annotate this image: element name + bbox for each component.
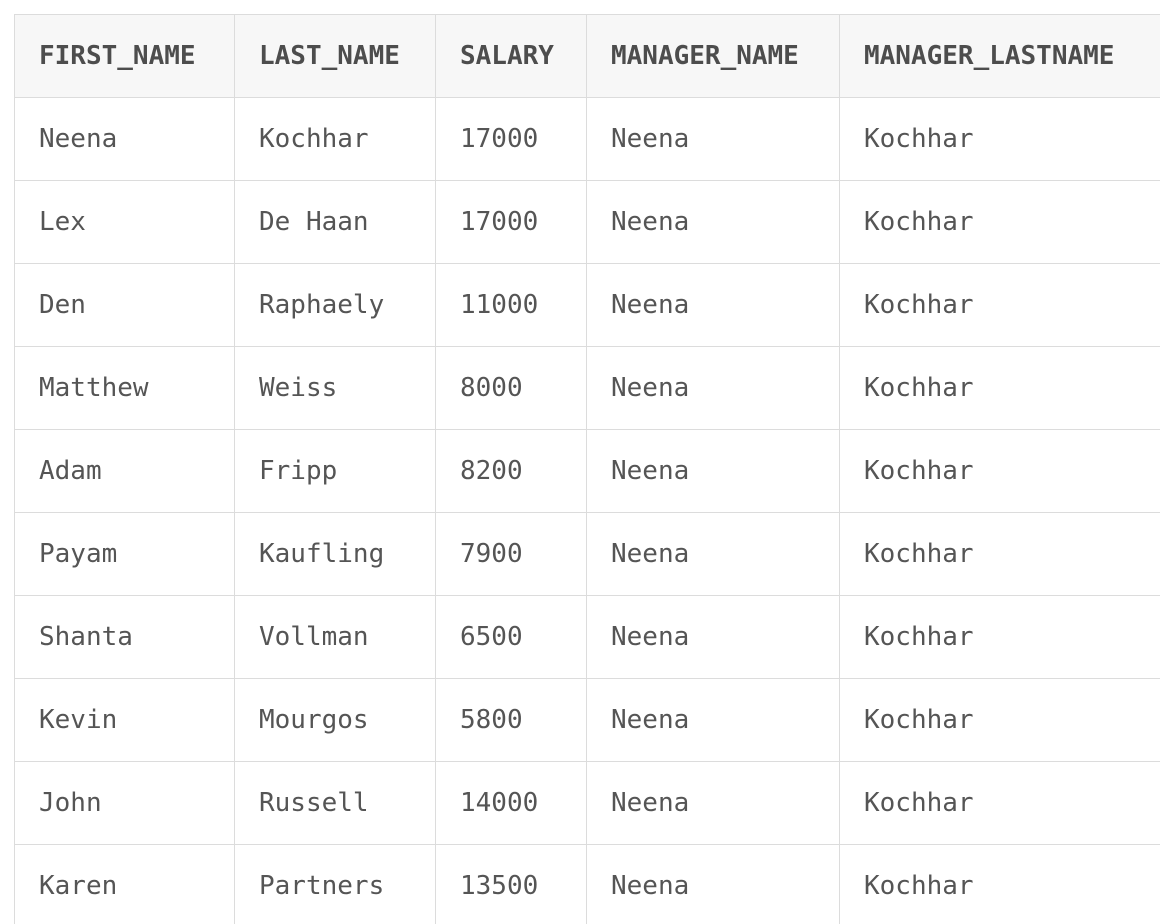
- table-row: Payam Kaufling 7900 Neena Kochhar: [14, 512, 1160, 596]
- table-row: Matthew Weiss 8000 Neena Kochhar: [14, 346, 1160, 430]
- results-table-container: FIRST_NAME LAST_NAME SALARY MANAGER_NAME…: [14, 14, 1160, 924]
- cell-salary: 8200: [435, 429, 587, 513]
- cell-manager-name: Neena: [586, 761, 840, 845]
- table-header: FIRST_NAME LAST_NAME SALARY MANAGER_NAME…: [14, 14, 1160, 98]
- cell-manager-lastname: Kochhar: [839, 595, 1160, 679]
- cell-salary: 5800: [435, 678, 587, 762]
- cell-last-name: Kochhar: [234, 97, 436, 181]
- cell-manager-name: Neena: [586, 678, 840, 762]
- column-header-last-name[interactable]: LAST_NAME: [234, 14, 436, 98]
- cell-manager-lastname: Kochhar: [839, 761, 1160, 845]
- results-table: FIRST_NAME LAST_NAME SALARY MANAGER_NAME…: [14, 14, 1160, 924]
- table-row: Den Raphaely 11000 Neena Kochhar: [14, 263, 1160, 347]
- table-row: John Russell 14000 Neena Kochhar: [14, 761, 1160, 845]
- cell-manager-name: Neena: [586, 512, 840, 596]
- cell-first-name: Shanta: [14, 595, 235, 679]
- cell-first-name: Adam: [14, 429, 235, 513]
- cell-manager-lastname: Kochhar: [839, 512, 1160, 596]
- cell-manager-lastname: Kochhar: [839, 97, 1160, 181]
- cell-last-name: De Haan: [234, 180, 436, 264]
- cell-manager-name: Neena: [586, 595, 840, 679]
- column-header-manager-name[interactable]: MANAGER_NAME: [586, 14, 840, 98]
- cell-salary: 13500: [435, 844, 587, 924]
- cell-manager-name: Neena: [586, 97, 840, 181]
- column-header-first-name[interactable]: FIRST_NAME: [14, 14, 235, 98]
- header-row: FIRST_NAME LAST_NAME SALARY MANAGER_NAME…: [14, 14, 1160, 98]
- cell-first-name: Payam: [14, 512, 235, 596]
- cell-manager-lastname: Kochhar: [839, 346, 1160, 430]
- cell-last-name: Russell: [234, 761, 436, 845]
- cell-first-name: Den: [14, 263, 235, 347]
- cell-manager-lastname: Kochhar: [839, 678, 1160, 762]
- cell-manager-lastname: Kochhar: [839, 263, 1160, 347]
- cell-manager-lastname: Kochhar: [839, 180, 1160, 264]
- cell-last-name: Vollman: [234, 595, 436, 679]
- cell-manager-name: Neena: [586, 263, 840, 347]
- cell-first-name: Matthew: [14, 346, 235, 430]
- table-row: Kevin Mourgos 5800 Neena Kochhar: [14, 678, 1160, 762]
- cell-salary: 17000: [435, 97, 587, 181]
- cell-last-name: Partners: [234, 844, 436, 924]
- cell-manager-name: Neena: [586, 844, 840, 924]
- cell-last-name: Mourgos: [234, 678, 436, 762]
- cell-last-name: Fripp: [234, 429, 436, 513]
- table-body: Neena Kochhar 17000 Neena Kochhar Lex De…: [14, 97, 1160, 924]
- cell-salary: 14000: [435, 761, 587, 845]
- table-row: Karen Partners 13500 Neena Kochhar: [14, 844, 1160, 924]
- cell-manager-name: Neena: [586, 180, 840, 264]
- cell-manager-lastname: Kochhar: [839, 429, 1160, 513]
- cell-last-name: Kaufling: [234, 512, 436, 596]
- cell-salary: 17000: [435, 180, 587, 264]
- cell-first-name: Lex: [14, 180, 235, 264]
- cell-last-name: Weiss: [234, 346, 436, 430]
- cell-manager-name: Neena: [586, 346, 840, 430]
- cell-first-name: Kevin: [14, 678, 235, 762]
- cell-salary: 6500: [435, 595, 587, 679]
- table-row: Shanta Vollman 6500 Neena Kochhar: [14, 595, 1160, 679]
- cell-first-name: Karen: [14, 844, 235, 924]
- cell-salary: 11000: [435, 263, 587, 347]
- cell-salary: 8000: [435, 346, 587, 430]
- cell-salary: 7900: [435, 512, 587, 596]
- table-row: Neena Kochhar 17000 Neena Kochhar: [14, 97, 1160, 181]
- cell-manager-lastname: Kochhar: [839, 844, 1160, 924]
- column-header-salary[interactable]: SALARY: [435, 14, 587, 98]
- cell-manager-name: Neena: [586, 429, 840, 513]
- column-header-manager-lastname[interactable]: MANAGER_LASTNAME: [839, 14, 1160, 98]
- cell-first-name: John: [14, 761, 235, 845]
- cell-last-name: Raphaely: [234, 263, 436, 347]
- table-row: Lex De Haan 17000 Neena Kochhar: [14, 180, 1160, 264]
- cell-first-name: Neena: [14, 97, 235, 181]
- table-row: Adam Fripp 8200 Neena Kochhar: [14, 429, 1160, 513]
